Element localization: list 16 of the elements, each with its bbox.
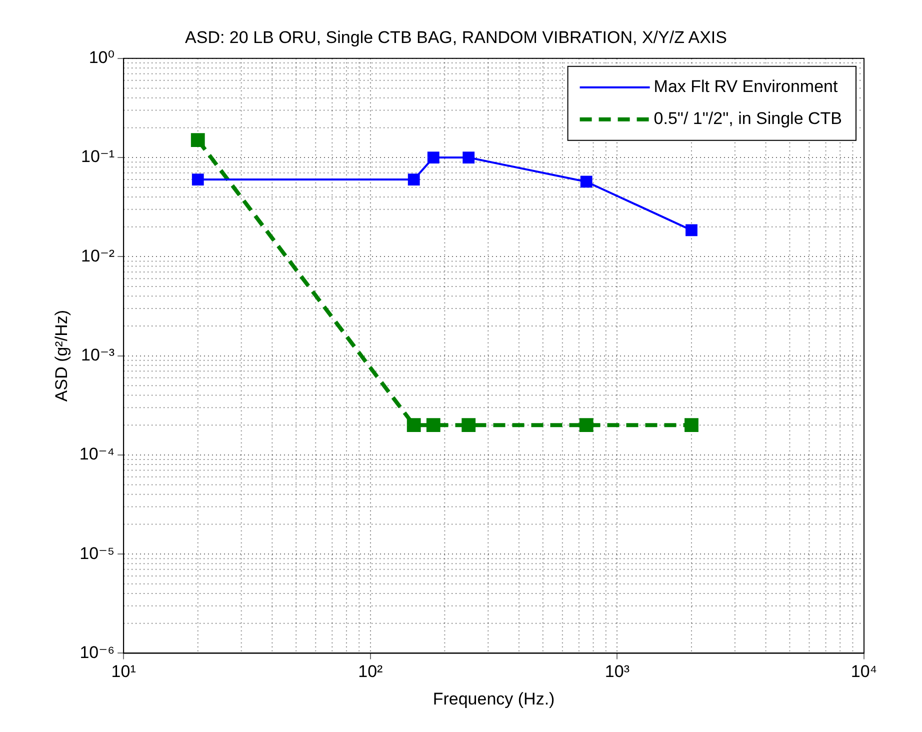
y-tick-label: 10⁻⁴ — [79, 444, 115, 464]
x-tick-label: 10³ — [604, 662, 630, 682]
y-tick-label: 10⁻⁵ — [80, 544, 115, 563]
y-tick-label: 10⁻³ — [81, 345, 115, 364]
y-tick-label: 10⁻² — [81, 246, 115, 266]
x-tick-label: 10⁴ — [850, 662, 878, 682]
y-tick-label: 10⁻¹ — [81, 147, 115, 166]
x-axis-title: Frequency (Hz.) — [432, 689, 555, 708]
y-tick-label: 10⁻⁶ — [80, 642, 115, 662]
chart-title: ASD: 20 LB ORU, Single CTB BAG, RANDOM VIBRATION, X/Y/Z AXIS — [185, 28, 727, 47]
y-axis-title: ASD (g²/Hz) — [52, 310, 71, 402]
legend-label: Max Flt RV Environment — [654, 77, 838, 96]
x-tick-label: 10¹ — [111, 662, 136, 682]
legend-label: 0.5"/ 1"/2", in Single CTB — [654, 109, 842, 128]
x-tick-label: 10² — [358, 662, 384, 682]
y-tick-label: 10⁰ — [88, 48, 115, 68]
